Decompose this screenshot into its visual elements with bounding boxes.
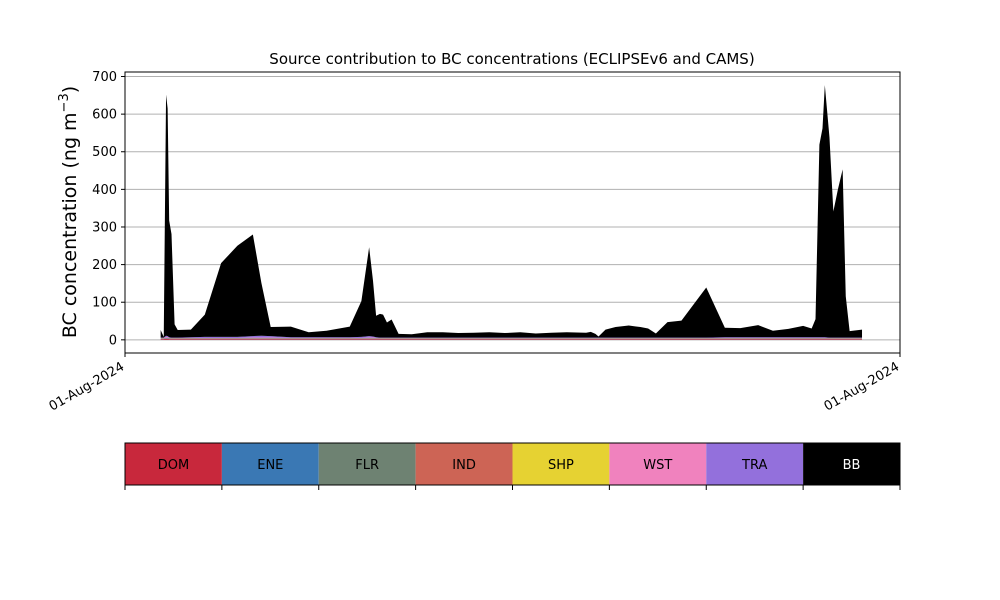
legend-swatch-dom: [125, 443, 222, 485]
legend-label-flr: FLR: [355, 458, 379, 473]
stacked-areas: [160, 85, 863, 340]
y-tick-label: 500: [92, 145, 117, 160]
chart-title: Source contribution to BC concentrations…: [269, 50, 754, 68]
y-tick-label: 0: [109, 333, 117, 348]
legend-swatch-wst: [609, 443, 707, 485]
y-axis-ticks: 0 100 200 300 400 500 600 700: [92, 70, 125, 348]
area-ene: [160, 338, 863, 340]
legend-label-wst: WST: [643, 458, 672, 473]
legend-label-ind: IND: [452, 458, 476, 473]
y-tick-label: 100: [92, 296, 117, 311]
x-tick-label: 01-Aug-2024: [822, 359, 902, 414]
source-legend: DOM ENE FLR IND SHP WST TRA BB: [124, 442, 901, 490]
area-tra: [160, 335, 863, 338]
legend-label-bb: BB: [843, 458, 861, 473]
y-tick-label: 300: [92, 220, 117, 235]
legend-label-tra: TRA: [741, 458, 767, 473]
x-axis-ticks: 01-Aug-2024 01-Aug-2024: [47, 353, 902, 415]
y-axis-label: BC concentration (ng m−3): [57, 86, 81, 338]
y-tick-label: 700: [92, 70, 117, 85]
area-bb: [160, 85, 863, 338]
legend-label-dom: DOM: [158, 458, 189, 473]
legend-label-ene: ENE: [257, 458, 283, 473]
legend-swatch-shp: [512, 443, 610, 485]
y-tick-label: 600: [92, 108, 117, 123]
plot-frame: [124, 71, 901, 354]
legend-swatch-ind: [415, 443, 513, 485]
x-tick-label: 01-Aug-2024: [47, 359, 127, 414]
area-dom: [160, 338, 863, 340]
legend-swatch-flr: [318, 443, 416, 485]
y-tick-label: 400: [92, 183, 117, 198]
legend-swatch-bb: [803, 443, 900, 485]
area-ind: [160, 337, 863, 339]
y-tick-label: 200: [92, 258, 117, 273]
legend-swatch-tra: [706, 443, 804, 485]
legend-swatch-ene: [221, 443, 319, 485]
legend-label-shp: SHP: [548, 458, 574, 473]
area-flr: [160, 337, 863, 339]
